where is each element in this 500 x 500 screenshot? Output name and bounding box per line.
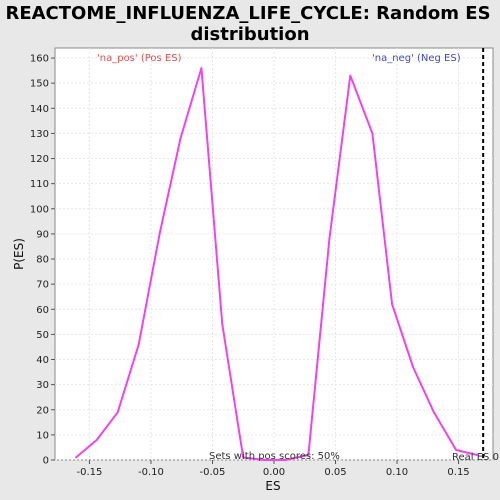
y-axis: 0 10 20 30 40 50 60 70 80 90 100 110 120 130 140 150 160 xyxy=(30,54,55,467)
x-tick-label: -0.05 xyxy=(200,467,226,478)
x-tick-label: 0.05 xyxy=(324,467,346,478)
y-tick-label: 80 xyxy=(36,255,49,266)
grid-layer xyxy=(55,48,493,461)
legend-pos: 'na_pos' (Pos ES) xyxy=(97,53,182,64)
chart-title-line2: distribution xyxy=(190,24,309,45)
y-tick-label: 30 xyxy=(36,380,49,391)
series-layer xyxy=(75,67,478,461)
data-point xyxy=(263,459,266,461)
x-tick-label: -0.10 xyxy=(138,467,164,478)
y-tick-label: 90 xyxy=(36,229,49,240)
y-tick-label: 150 xyxy=(30,79,49,90)
y-tick-label: 0 xyxy=(43,456,49,467)
data-point xyxy=(137,343,140,346)
x-tick-label: -0.15 xyxy=(77,467,103,478)
y-tick-label: 100 xyxy=(30,204,49,215)
data-point xyxy=(455,449,457,451)
data-point xyxy=(158,233,161,235)
data-point xyxy=(242,456,245,459)
x-axis: -0.15 -0.10 -0.05 0.00 0.05 0.10 0.15 xyxy=(77,460,470,478)
y-tick-label: 20 xyxy=(36,405,49,416)
annotation-real-es: Real ES 0 xyxy=(452,452,499,463)
data-point xyxy=(284,459,286,461)
y-tick-label: 140 xyxy=(30,104,49,115)
data-point xyxy=(95,439,98,441)
y-tick-label: 120 xyxy=(30,154,49,165)
data-point xyxy=(476,454,478,456)
y-tick-label: 50 xyxy=(36,330,49,341)
data-point xyxy=(116,411,119,414)
data-point xyxy=(75,456,77,459)
data-point xyxy=(391,303,394,306)
legend-neg: 'na_neg' (Neg ES) xyxy=(372,53,461,64)
x-tick-label: 0.00 xyxy=(263,467,285,478)
x-tick-label: 0.10 xyxy=(386,467,408,478)
data-point xyxy=(221,323,224,326)
y-axis-label: P(ES) xyxy=(12,238,26,270)
y-tick-label: 110 xyxy=(30,179,49,190)
x-tick-label: 0.15 xyxy=(447,467,469,478)
y-tick-label: 130 xyxy=(30,129,49,140)
data-point xyxy=(412,366,414,368)
y-tick-label: 70 xyxy=(36,280,49,291)
y-tick-label: 160 xyxy=(30,54,49,65)
x-axis-label: ES xyxy=(265,479,280,493)
data-point xyxy=(371,132,374,135)
data-point xyxy=(179,137,182,140)
y-tick-label: 10 xyxy=(36,430,49,441)
data-point xyxy=(349,74,352,77)
y-tick-label: 60 xyxy=(36,305,49,316)
data-point xyxy=(200,67,203,69)
data-point xyxy=(433,411,435,414)
y-tick-label: 40 xyxy=(36,355,49,366)
annotation-sets-pos: Sets with pos scores: 50% xyxy=(209,451,340,462)
chart-title-line1: REACTOME_INFLUENZA_LIFE_CYCLE: Random ES xyxy=(5,3,490,24)
data-point xyxy=(328,238,331,240)
data-point xyxy=(307,454,310,456)
series-line xyxy=(75,67,478,461)
